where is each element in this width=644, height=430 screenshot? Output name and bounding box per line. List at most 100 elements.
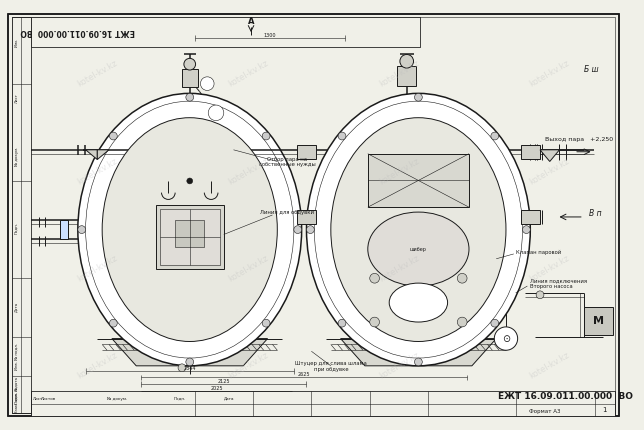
Ellipse shape — [78, 93, 301, 366]
Ellipse shape — [368, 212, 469, 286]
Circle shape — [187, 178, 193, 184]
Text: kotel-kv.kz: kotel-kv.kz — [227, 351, 270, 381]
Text: kotel-kv.kz: kotel-kv.kz — [377, 59, 421, 89]
Text: 2844: 2844 — [184, 366, 196, 371]
Text: Подп. и дата: Подп. и дата — [15, 377, 19, 404]
Text: kotel-kv.kz: kotel-kv.kz — [528, 59, 571, 89]
Circle shape — [294, 226, 301, 233]
Text: kotel-kv.kz: kotel-kv.kz — [377, 156, 421, 186]
Bar — [520, 145, 540, 159]
Bar — [175, 220, 204, 247]
Text: Взам. инв. №: Взам. инв. № — [15, 387, 19, 413]
Text: Листов: Листов — [41, 397, 56, 401]
Text: В п: В п — [589, 209, 601, 218]
Text: Линия для обдувки: Линия для обдувки — [260, 210, 314, 215]
Text: kotel-kv.kz: kotel-kv.kz — [227, 59, 270, 89]
Text: ЕЖТ 16.09.011.00.000  ВО: ЕЖТ 16.09.011.00.000 ВО — [498, 393, 633, 402]
Bar — [397, 66, 417, 86]
Text: kotel-kv.kz: kotel-kv.kz — [528, 253, 571, 284]
Text: А: А — [248, 17, 254, 26]
Circle shape — [307, 226, 314, 233]
Text: Лист: Лист — [33, 397, 43, 401]
Circle shape — [186, 358, 194, 366]
Text: М: М — [593, 316, 604, 326]
Text: № докум.: № докум. — [15, 147, 19, 166]
Circle shape — [457, 317, 467, 327]
Circle shape — [178, 364, 186, 372]
Circle shape — [491, 132, 498, 140]
Circle shape — [208, 105, 224, 121]
Bar — [584, 307, 613, 335]
Text: Линия подключения
Второго насоса: Линия подключения Второго насоса — [530, 278, 587, 289]
Text: 2125: 2125 — [218, 379, 230, 384]
Text: Выход пара   +2,250: Выход пара +2,250 — [545, 137, 613, 141]
Bar — [160, 209, 220, 264]
Text: kotel-kv.kz: kotel-kv.kz — [377, 253, 421, 284]
Text: kotel-kv.kz: kotel-kv.kz — [227, 253, 270, 284]
Bar — [12, 18, 31, 412]
Circle shape — [522, 226, 530, 233]
Circle shape — [370, 317, 379, 327]
Ellipse shape — [331, 118, 506, 341]
Bar — [297, 145, 316, 159]
Circle shape — [415, 358, 422, 366]
Bar — [368, 154, 469, 207]
Circle shape — [495, 327, 518, 350]
Text: ⊙: ⊙ — [502, 334, 510, 344]
Text: kotel-kv.kz: kotel-kv.kz — [377, 351, 421, 381]
Text: kotel-kv.kz: kotel-kv.kz — [76, 156, 119, 186]
Circle shape — [400, 55, 413, 68]
Ellipse shape — [307, 93, 530, 366]
Bar — [156, 205, 224, 268]
Circle shape — [491, 319, 498, 327]
Ellipse shape — [102, 118, 278, 341]
Text: Изм.: Изм. — [15, 38, 19, 47]
Circle shape — [415, 93, 422, 101]
Circle shape — [457, 273, 467, 283]
Bar — [61, 220, 68, 240]
Bar — [31, 18, 421, 47]
Polygon shape — [97, 150, 109, 160]
Text: ЕЖТ 16.09.011.00.000  ВО: ЕЖТ 16.09.011.00.000 ВО — [21, 27, 135, 36]
Text: Формат А3: Формат А3 — [529, 409, 561, 414]
Bar — [297, 210, 316, 224]
Circle shape — [109, 132, 117, 140]
Text: № докум.: № докум. — [107, 397, 127, 401]
Ellipse shape — [389, 283, 448, 322]
Text: kotel-kv.kz: kotel-kv.kz — [76, 59, 119, 89]
Circle shape — [200, 77, 214, 90]
Text: kotel-kv.kz: kotel-kv.kz — [76, 253, 119, 284]
Text: Клапан паровой: Клапан паровой — [516, 249, 561, 255]
Bar — [31, 18, 421, 47]
Text: 1: 1 — [602, 407, 607, 413]
Text: Б ш: Б ш — [584, 64, 598, 74]
Circle shape — [109, 319, 117, 327]
Polygon shape — [86, 150, 97, 160]
Circle shape — [338, 319, 346, 327]
Circle shape — [370, 273, 379, 283]
Bar — [12, 18, 31, 412]
Bar — [182, 69, 198, 86]
Text: Штуцер для слива шлама
при обдувке: Штуцер для слива шлама при обдувке — [295, 361, 366, 372]
Text: kotel-kv.kz: kotel-kv.kz — [528, 156, 571, 186]
Circle shape — [262, 132, 270, 140]
Text: Подп.: Подп. — [15, 221, 19, 233]
Text: 1300: 1300 — [264, 33, 276, 38]
Text: шибер: шибер — [410, 246, 427, 252]
Text: kotel-kv.kz: kotel-kv.kz — [76, 351, 119, 381]
Bar — [61, 220, 68, 240]
Polygon shape — [112, 338, 267, 366]
Text: Дата: Дата — [15, 302, 19, 313]
Polygon shape — [540, 150, 560, 162]
Bar — [520, 210, 540, 224]
Circle shape — [78, 226, 86, 233]
Text: kotel-kv.kz: kotel-kv.kz — [528, 351, 571, 381]
Text: Отбор пара на
собственные нужды: Отбор пара на собственные нужды — [259, 157, 316, 167]
Bar — [31, 391, 615, 416]
Circle shape — [338, 132, 346, 140]
Text: kotel-kv.kz: kotel-kv.kz — [227, 156, 270, 186]
Text: 2025: 2025 — [210, 386, 223, 391]
Text: 2625: 2625 — [298, 372, 310, 378]
Circle shape — [184, 58, 196, 70]
Polygon shape — [341, 338, 497, 366]
